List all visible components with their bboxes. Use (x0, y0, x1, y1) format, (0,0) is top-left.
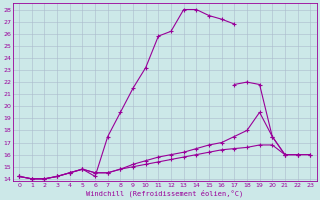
X-axis label: Windchill (Refroidissement éolien,°C): Windchill (Refroidissement éolien,°C) (86, 189, 243, 197)
